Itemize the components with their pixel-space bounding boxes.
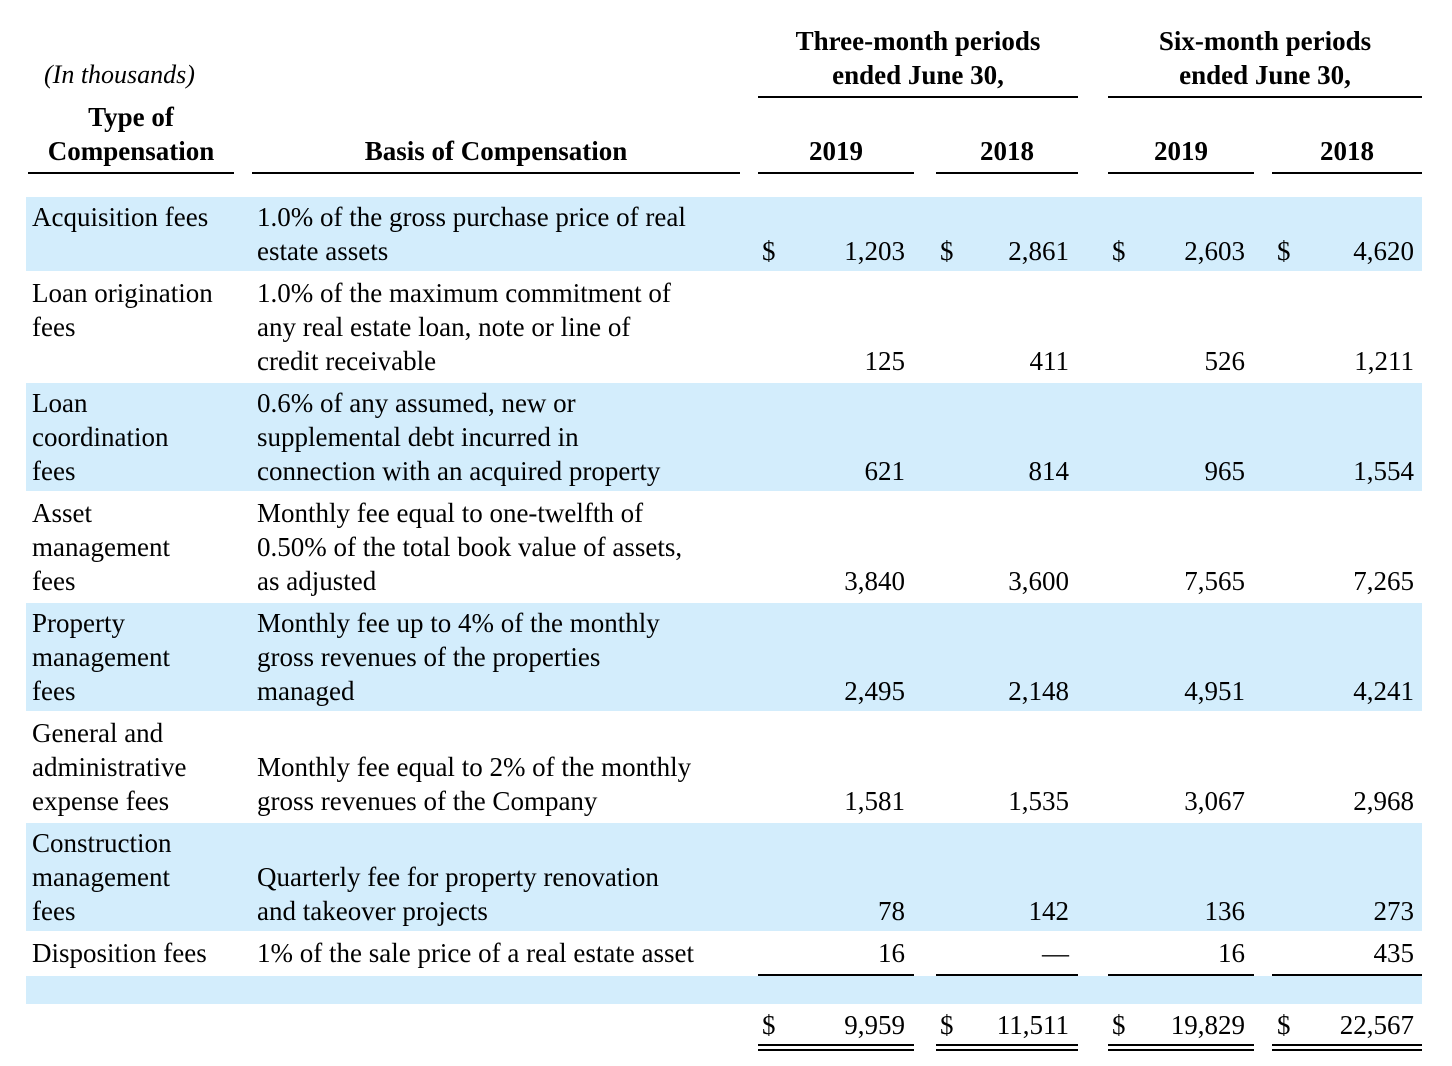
row-type: Loan origination fees [32, 278, 213, 342]
row-basis: Monthly fee up to 4% of the monthly gros… [257, 608, 660, 706]
value-cell: 3,840 [844, 566, 905, 596]
value-cell: 7,265 [1353, 566, 1414, 596]
col-header-basis: Basis of Compensation [364, 136, 628, 166]
row-band [26, 603, 1422, 711]
header-rule [758, 96, 1078, 98]
value-cell: 78 [878, 896, 905, 926]
row-basis: Monthly fee equal to 2% of the monthly g… [257, 752, 692, 816]
value-cell: 4,241 [1353, 676, 1414, 706]
currency-symbol: $ [940, 236, 954, 266]
row-type: General and administrative expense fees [32, 718, 187, 816]
row-type: Property management fees [32, 608, 170, 706]
year-header: 2019 [809, 136, 863, 166]
value-cell: 7,565 [1184, 566, 1245, 596]
value-cell: 2,495 [844, 676, 905, 706]
value-cell: 1,203 [844, 236, 905, 266]
total-value: 19,829 [1170, 1010, 1245, 1040]
row-band [26, 823, 1422, 931]
value-cell: 2,968 [1353, 786, 1414, 816]
currency-symbol: $ [1112, 1010, 1126, 1040]
header-rule [1272, 172, 1422, 174]
value-cell: 2,148 [1008, 676, 1069, 706]
value-cell: 4,951 [1184, 676, 1245, 706]
value-cell: 1,211 [1354, 346, 1414, 376]
value-cell: 142 [1028, 896, 1070, 926]
value-cell: 16 [1218, 938, 1245, 968]
subtotal-rule [1108, 974, 1254, 976]
row-band [26, 976, 1422, 1004]
header-rule [28, 172, 234, 174]
value-cell: 136 [1204, 896, 1246, 926]
header-rule [936, 172, 1078, 174]
currency-symbol: $ [762, 236, 776, 266]
year-header: 2018 [980, 136, 1034, 166]
row-type: Loan coordination fees [32, 388, 169, 486]
group-header-three-month: Three-month periods ended June 30, [795, 26, 1041, 90]
col-header-type: Type of Compensation [47, 102, 215, 166]
value-cell: 1,554 [1353, 456, 1414, 486]
row-basis: Quarterly fee for property renovation an… [257, 862, 659, 926]
row-band [26, 197, 1422, 271]
total-double-rule [1272, 1044, 1422, 1051]
value-cell: 2,861 [1008, 236, 1069, 266]
value-cell: 125 [864, 346, 906, 376]
row-type: Acquisition fees [32, 202, 209, 232]
total-double-rule [758, 1044, 914, 1051]
value-cell: 814 [1028, 456, 1070, 486]
currency-symbol: $ [1277, 1010, 1291, 1040]
value-cell: 965 [1204, 456, 1246, 486]
currency-symbol: $ [1112, 236, 1126, 266]
row-basis: 1% of the sale price of a real estate as… [257, 938, 695, 968]
total-value: 9,959 [844, 1010, 905, 1040]
currency-symbol: $ [940, 1010, 954, 1040]
total-value: 11,511 [996, 1010, 1069, 1040]
value-cell: 1,581 [844, 786, 905, 816]
row-type: Asset management fees [32, 498, 170, 596]
currency-symbol: $ [762, 1010, 776, 1040]
subtotal-rule [1272, 974, 1422, 976]
subtotal-rule [936, 974, 1078, 976]
value-cell: 1,535 [1008, 786, 1069, 816]
year-header: 2018 [1320, 136, 1374, 166]
header-rule [1108, 172, 1254, 174]
header-rule [1108, 96, 1422, 98]
row-type: Construction management fees [32, 828, 172, 926]
total-double-rule [936, 1044, 1078, 1051]
year-header: 2019 [1154, 136, 1208, 166]
row-basis: Monthly fee equal to one-twelfth of 0.50… [257, 498, 683, 596]
value-cell: 621 [864, 456, 906, 486]
value-cell: 4,620 [1353, 236, 1414, 266]
header-rule [252, 172, 740, 174]
value-cell: 2,603 [1184, 236, 1245, 266]
currency-symbol: $ [1277, 236, 1291, 266]
value-cell: — [1042, 938, 1069, 968]
row-basis: 1.0% of the gross purchase price of real… [257, 202, 686, 266]
total-value: 22,567 [1339, 1010, 1414, 1040]
header-rule [758, 172, 914, 174]
value-cell: 435 [1373, 938, 1415, 968]
row-basis: 1.0% of the maximum commitment of any re… [257, 278, 671, 376]
value-cell: 526 [1204, 346, 1246, 376]
value-cell: 3,067 [1184, 786, 1245, 816]
value-cell: 16 [878, 938, 905, 968]
row-type: Disposition fees [32, 938, 207, 968]
unit-note: (In thousands) [44, 60, 195, 89]
row-band [26, 383, 1422, 491]
row-basis: 0.6% of any assumed, new or supplemental… [257, 388, 661, 486]
value-cell: 273 [1373, 896, 1415, 926]
value-cell: 411 [1029, 346, 1070, 376]
subtotal-rule [758, 974, 914, 976]
group-header-six-month: Six-month periods ended June 30, [1158, 26, 1372, 90]
value-cell: 3,600 [1008, 566, 1069, 596]
total-double-rule [1108, 1044, 1254, 1051]
